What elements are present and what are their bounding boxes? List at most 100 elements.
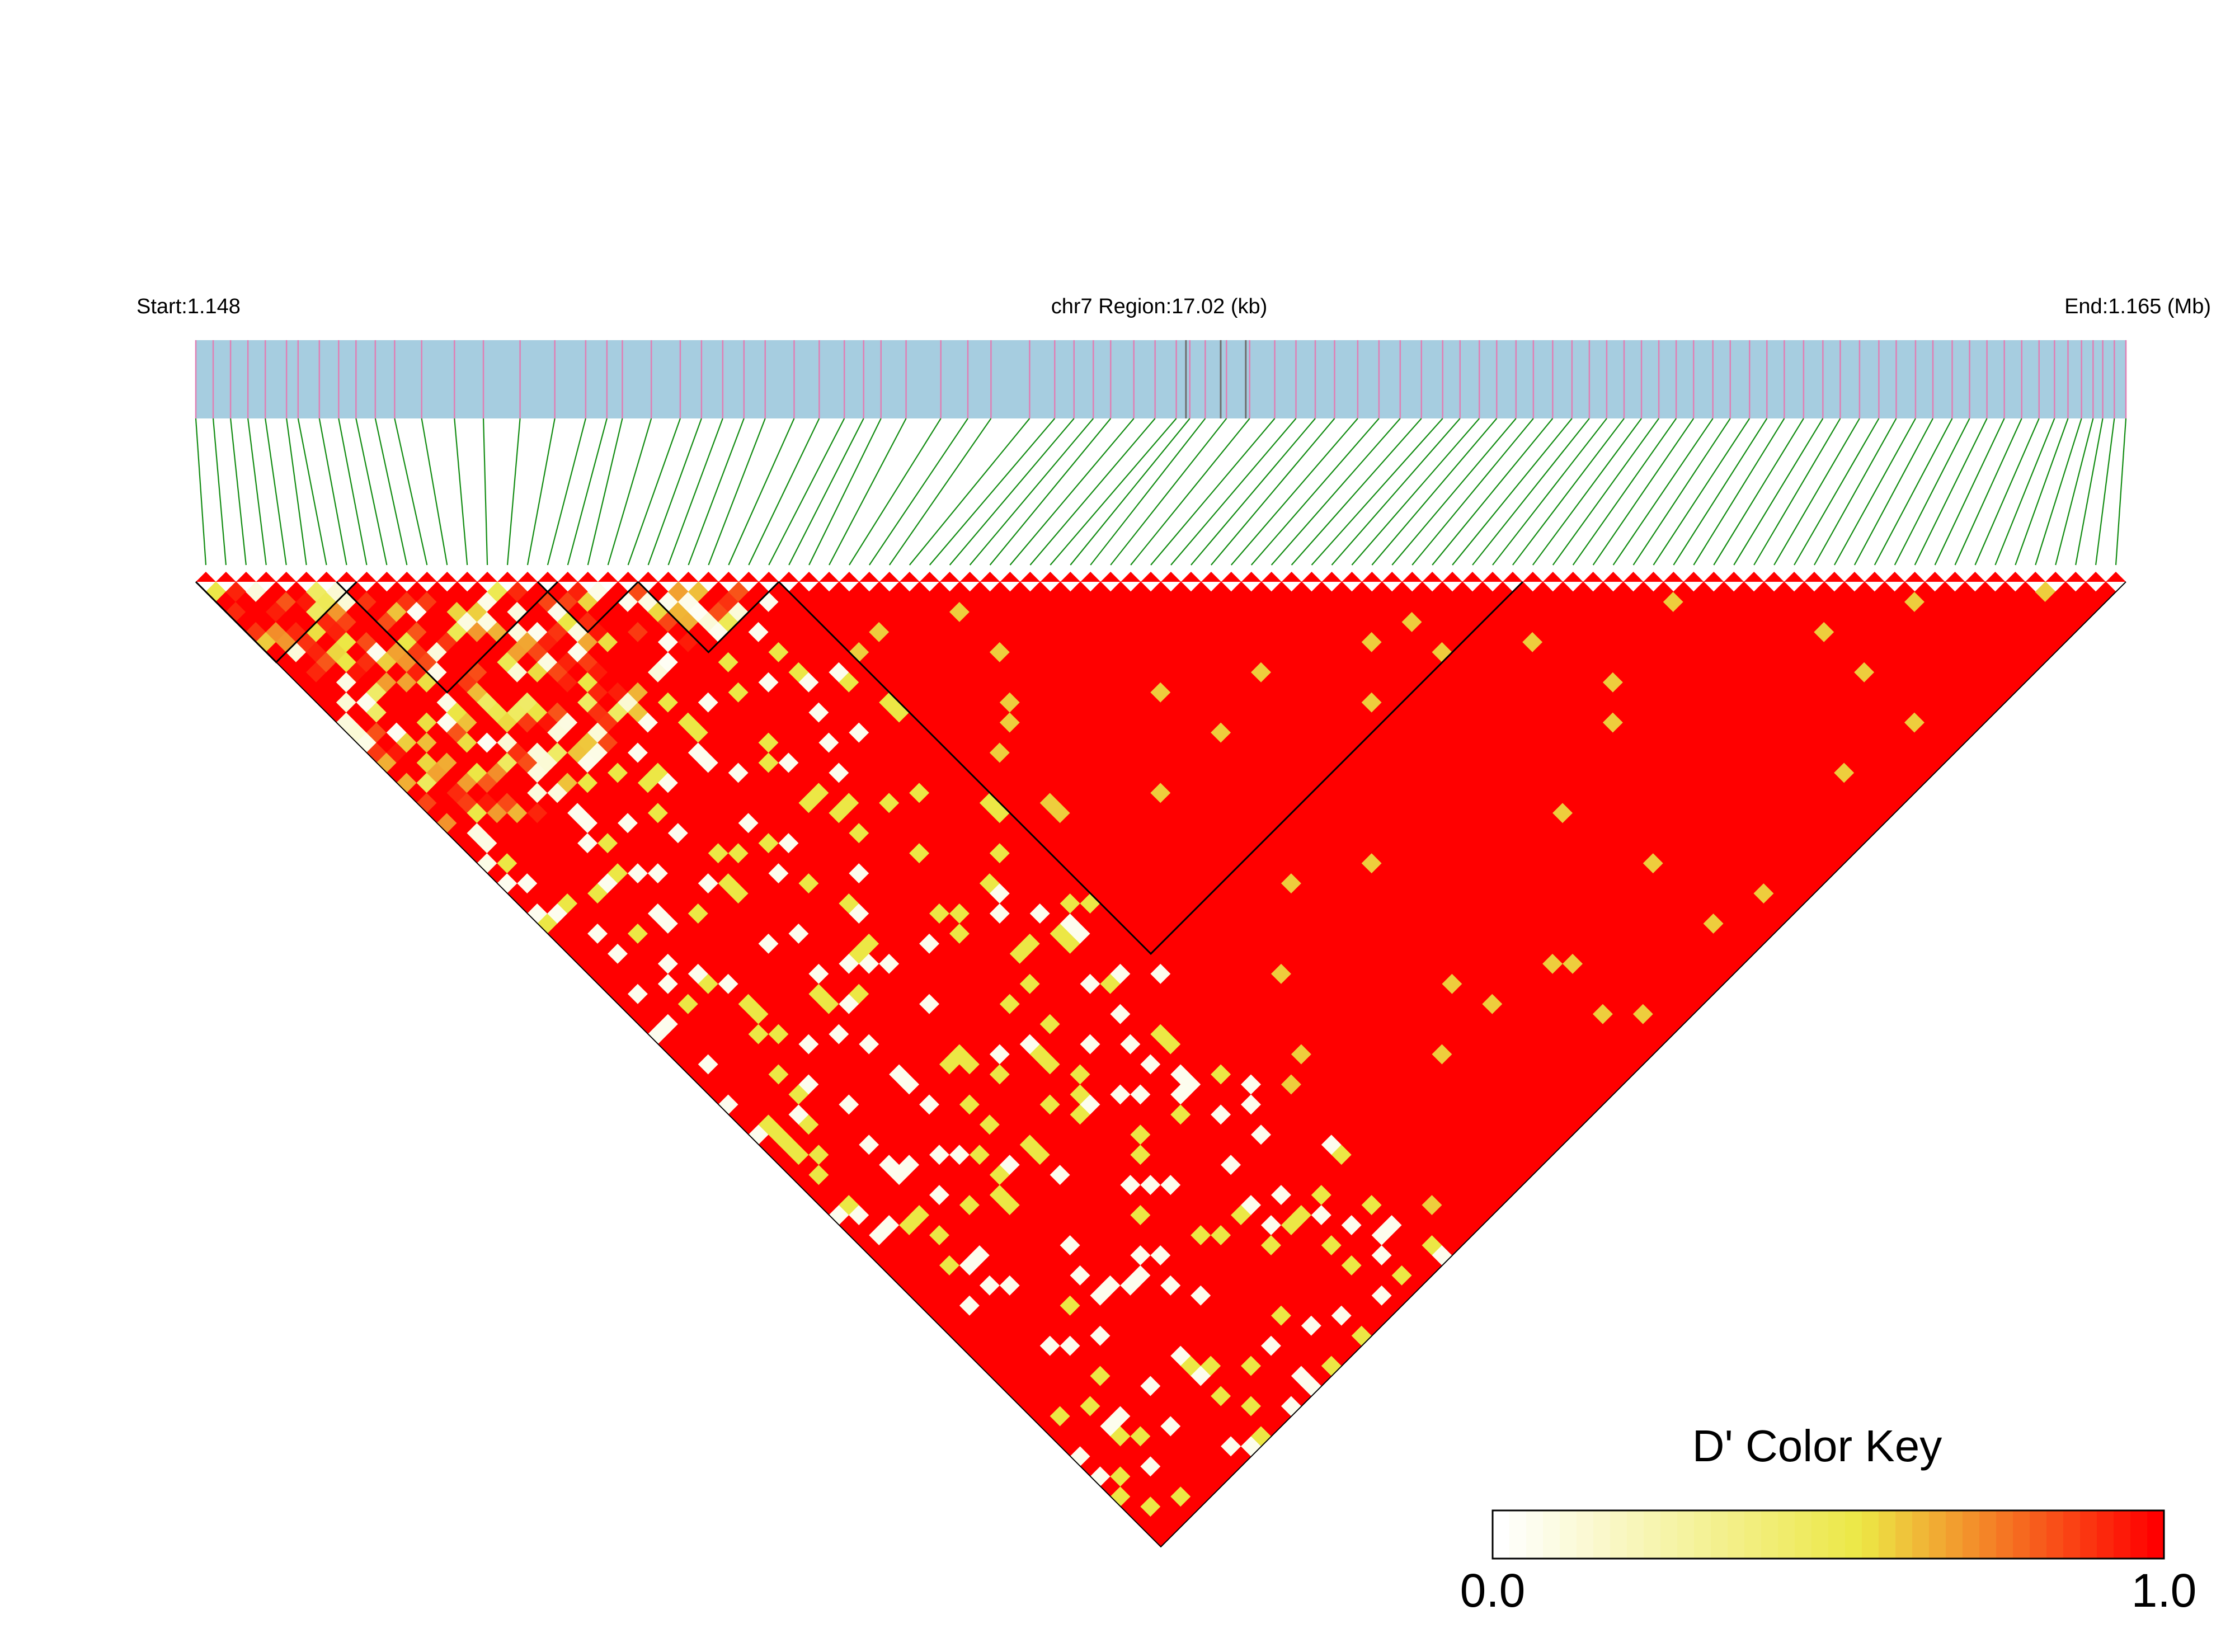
ld-diagonal-cell [336, 572, 357, 582]
color-key-step [2063, 1510, 2081, 1559]
color-key-step [2097, 1510, 2114, 1559]
snp-connector [1693, 418, 1785, 566]
ld-diagonal-cell [738, 572, 759, 582]
ld-diagonal-cell [557, 572, 578, 582]
ld-diagonal-cell [417, 572, 437, 582]
ld-diagonal-cell [316, 572, 337, 582]
snp-connector [1814, 418, 1897, 566]
snp-connector [1934, 418, 2005, 566]
snp-connector [1954, 418, 2022, 566]
snp-connector [506, 418, 521, 566]
ld-diagonal-cell [537, 572, 558, 582]
snp-connector [247, 418, 267, 566]
ld-diagonal-cell [577, 572, 598, 582]
snp-connector [212, 418, 227, 566]
snp-connector-lines [195, 418, 2127, 566]
snp-connector [482, 418, 488, 566]
snp-ticks [195, 340, 2127, 418]
color-key-step [2013, 1510, 2030, 1559]
snp-connector [627, 418, 681, 566]
snp-connector [1371, 418, 1498, 566]
snp-connector [1894, 418, 1970, 566]
color-key-step [1711, 1510, 1728, 1559]
snp-connector [318, 418, 347, 566]
ld-diagonal-cell [196, 572, 216, 582]
snp-connector [2055, 418, 2094, 566]
color-key-step [1811, 1510, 1829, 1559]
snp-connector [1070, 418, 1191, 566]
color-key-step [1728, 1510, 1745, 1559]
color-key-step [1946, 1510, 1963, 1559]
color-key-step [1660, 1510, 1678, 1559]
color-key-step [1694, 1510, 1711, 1559]
snp-connector [768, 418, 845, 566]
snp-connector [748, 418, 820, 566]
snp-connector [1009, 418, 1135, 566]
snp-connector [1391, 418, 1517, 566]
snp-connector [195, 418, 207, 566]
snp-connector [1753, 418, 1841, 566]
snp-connector [808, 418, 882, 566]
snp-connector [1271, 418, 1401, 566]
snp-connector [421, 418, 448, 566]
snp-connector [454, 418, 468, 566]
color-key-gradient [1493, 1510, 2165, 1559]
snp-connector [1411, 418, 1534, 566]
snp-connector [688, 418, 745, 566]
snp-connector [849, 418, 942, 566]
snp-connector [1914, 418, 1988, 566]
snp-connector [1331, 418, 1461, 566]
snp-connector [526, 418, 556, 566]
snp-connector [286, 418, 307, 566]
color-key-step [2046, 1510, 2064, 1559]
ld-diagonal-cell [658, 572, 679, 582]
snp-connector [829, 418, 907, 566]
snp-connector [1572, 418, 1677, 566]
snp-connector [394, 418, 428, 566]
snp-connector [567, 418, 608, 566]
ld-diagonal-cell [718, 572, 739, 582]
snp-connector [1250, 418, 1380, 566]
snp-connector [1612, 418, 1714, 566]
region-end-label: End:1.165 (Mb) [2064, 295, 2211, 318]
snp-connector [888, 418, 992, 566]
color-key-step [2080, 1510, 2097, 1559]
snp-connector [2115, 418, 2127, 566]
gene-track-bar [196, 340, 2126, 418]
snp-connector [1974, 418, 2040, 566]
color-key-step [1862, 1510, 1879, 1559]
color-key-step [1963, 1510, 1980, 1559]
color-key-step [1996, 1510, 2013, 1559]
snp-connector [265, 418, 287, 566]
color-key-step [1677, 1510, 1695, 1559]
color-key-step [1560, 1510, 1577, 1559]
ld-diagonal-cell [597, 572, 618, 582]
snp-connector [1130, 418, 1250, 566]
snp-connector [1110, 418, 1227, 566]
ld-diagonal-cell [377, 572, 397, 582]
color-key-step [1879, 1510, 1896, 1559]
snp-connector [547, 418, 586, 566]
snp-connector [1150, 418, 1276, 566]
color-key-step [1593, 1510, 1611, 1559]
snp-connector [2035, 418, 2082, 566]
snp-connector [1833, 418, 1916, 566]
ld-diagonal-cell [215, 572, 236, 582]
snp-connector [788, 418, 864, 566]
snp-connector [1170, 418, 1297, 566]
snp-connector [1853, 418, 1933, 566]
color-key-step [1845, 1510, 1862, 1559]
ld-diagonal-cell [618, 572, 638, 582]
color-key-step [1644, 1510, 1661, 1559]
ld-diagonal-cell [497, 572, 517, 582]
color-key-step [1912, 1510, 1930, 1559]
color-key-step [1979, 1510, 1997, 1559]
snp-connector [929, 418, 1056, 566]
snp-connector [1452, 418, 1573, 566]
color-key-step [1929, 1510, 1946, 1559]
snp-connector [1713, 418, 1804, 566]
ld-diagonal-cell [698, 572, 719, 582]
color-key-step [2130, 1510, 2148, 1559]
ld-diagonal-cell [437, 572, 458, 582]
